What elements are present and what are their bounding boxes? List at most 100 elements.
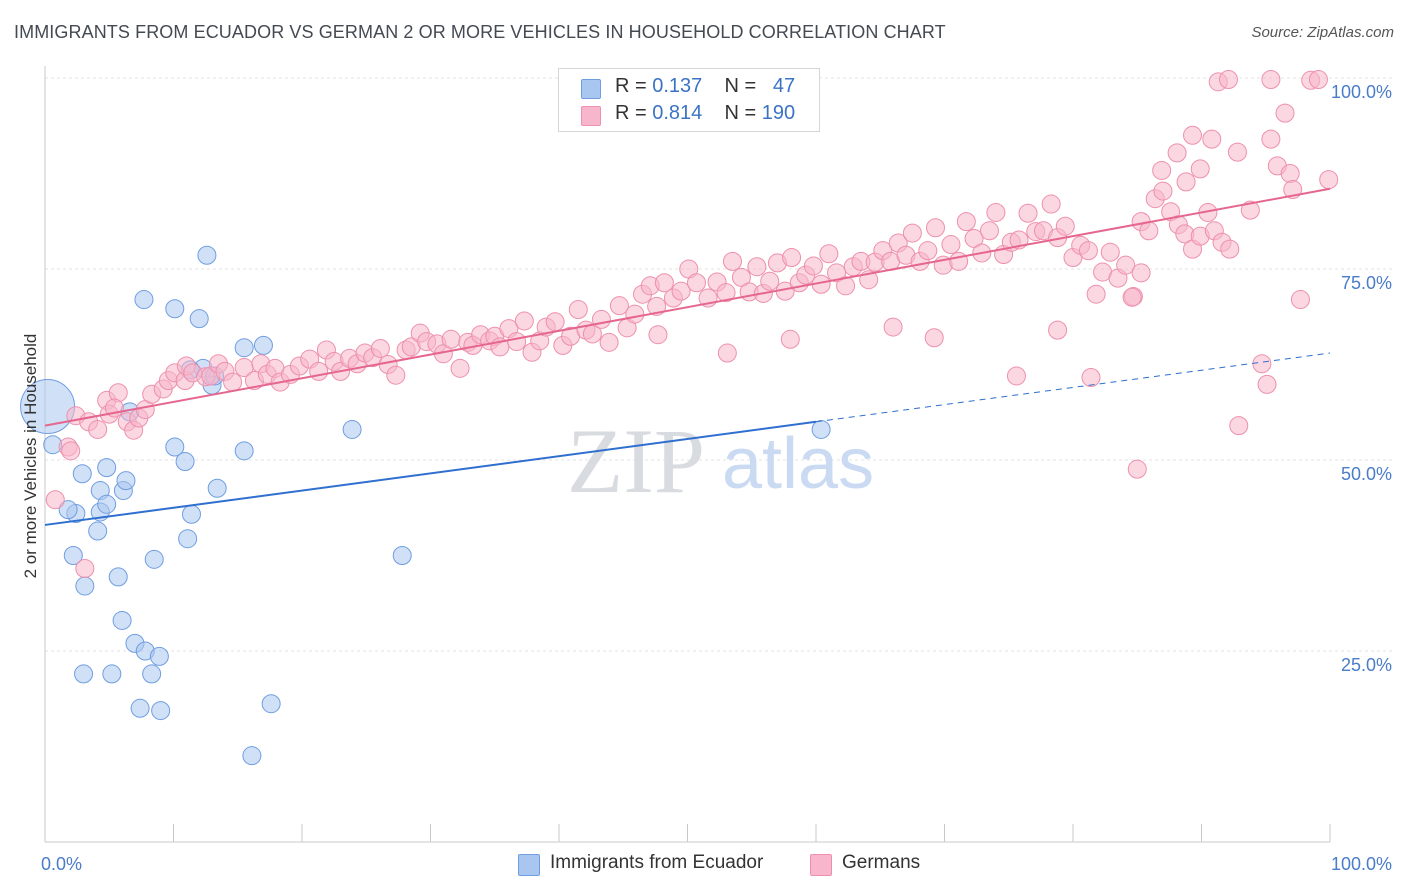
series-legend: Immigrants from Ecuador Germans <box>0 852 1406 878</box>
germans-point <box>782 248 802 268</box>
germans-point <box>1252 354 1272 374</box>
ecuador-point <box>234 338 254 358</box>
ecuador-point <box>108 567 128 587</box>
ecuador-point <box>253 335 273 355</box>
legend-label-germans: Germans <box>842 852 921 873</box>
germans-point <box>717 343 737 363</box>
germans-point <box>450 358 470 378</box>
germans-point <box>514 311 534 331</box>
ecuador-point <box>112 610 132 630</box>
chart-source: Source: ZipAtlas.com <box>1251 24 1394 41</box>
germans-point <box>902 223 922 243</box>
germans-point <box>1139 221 1159 241</box>
ecuador-point <box>207 478 227 498</box>
germans-point <box>88 419 108 439</box>
ecuador-point <box>63 546 83 565</box>
grid-lines <box>45 77 1392 652</box>
germans-point <box>625 304 645 324</box>
germans-point <box>1122 287 1142 307</box>
r-label: R = <box>615 102 647 124</box>
ecuador-point <box>392 546 412 565</box>
trend-lines <box>44 187 1331 526</box>
ecuador-point <box>151 701 171 721</box>
germans-point <box>1190 159 1210 179</box>
chart-title: IMMIGRANTS FROM ECUADOR VS GERMAN 2 OR M… <box>14 22 946 42</box>
germans-point <box>747 257 767 277</box>
germans-point <box>1183 125 1203 145</box>
tick-labels: 25.0% 50.0% 75.0% 100.0% 0.0% 100.0% <box>41 82 1392 874</box>
germans-point <box>1127 459 1147 479</box>
germans-point <box>1131 263 1151 283</box>
n-label: N = <box>724 102 757 124</box>
germans-point <box>75 558 95 578</box>
ecuador-point <box>88 521 108 541</box>
x-tick-label: 0.0% <box>41 854 82 874</box>
germans-point <box>1153 181 1173 201</box>
n-label: N = <box>724 75 757 97</box>
stats-legend: R = 0.137 N = 47 R = 0.814 N = 190 <box>558 68 820 132</box>
germans-point <box>979 221 999 241</box>
axes <box>44 66 1331 843</box>
germans-point <box>1290 290 1310 310</box>
germans-point <box>545 312 565 332</box>
germans-point <box>941 235 961 255</box>
ecuador-point <box>116 471 136 491</box>
ecuador-point <box>811 419 831 439</box>
germans-point <box>1280 164 1300 183</box>
ecuador-point <box>75 576 95 596</box>
germans-point <box>760 271 780 291</box>
ecuador-point <box>134 290 154 310</box>
germans-point <box>819 244 839 264</box>
ecuador-point <box>175 452 195 472</box>
germans-point <box>883 317 903 337</box>
ecuador-trend-extension <box>815 352 1331 423</box>
legend-swatch-ecuador <box>518 854 540 876</box>
germans-point <box>1006 366 1026 386</box>
y-tick-label: 25.0% <box>1341 655 1392 675</box>
germans-point <box>370 338 390 358</box>
x-tick-label: 100.0% <box>1331 854 1392 874</box>
germans-point <box>1261 70 1281 90</box>
ecuador-point <box>97 458 117 478</box>
germans-trend-line <box>44 187 1331 427</box>
germans-point <box>45 490 65 510</box>
ecuador-point <box>58 500 78 520</box>
germans-point <box>1100 242 1120 262</box>
watermark-zip: ZIP <box>567 410 705 512</box>
germans-point <box>924 328 944 348</box>
r-value: 0.137 <box>652 75 703 97</box>
germans-point <box>803 256 823 276</box>
germans-point <box>1261 129 1281 149</box>
germans-point <box>609 296 629 316</box>
ecuador-point <box>242 746 262 766</box>
germans-point <box>1308 70 1328 90</box>
germans-point <box>918 241 938 261</box>
germans-point <box>956 212 976 232</box>
germans-point <box>1152 160 1172 180</box>
germans-point <box>1319 170 1339 190</box>
germans-point <box>836 276 856 296</box>
germans-point <box>1116 255 1136 275</box>
ecuador-point <box>181 504 201 524</box>
y-tick-label: 100.0% <box>1331 82 1392 102</box>
germans-point <box>1086 284 1106 304</box>
y-axis-title: 2 or more Vehicles in Household <box>21 334 40 579</box>
germans-point <box>1055 216 1075 236</box>
germans-point <box>591 309 611 329</box>
data-points <box>20 70 1339 766</box>
ecuador-point <box>144 549 164 569</box>
legend-swatch-germans <box>810 854 832 876</box>
y-tick-label: 50.0% <box>1341 464 1392 484</box>
ecuador-point <box>130 698 150 718</box>
germans-point <box>1167 143 1187 163</box>
r-label: R = <box>615 75 647 97</box>
ecuador-point <box>72 464 92 484</box>
germans-point <box>1257 374 1277 394</box>
germans-point <box>1220 239 1240 259</box>
ecuador-point <box>102 664 122 684</box>
germans-point <box>441 329 461 349</box>
ecuador-point <box>342 419 362 439</box>
germans-point <box>386 365 406 385</box>
ecuador-point <box>197 245 217 265</box>
germans-point <box>648 325 668 345</box>
